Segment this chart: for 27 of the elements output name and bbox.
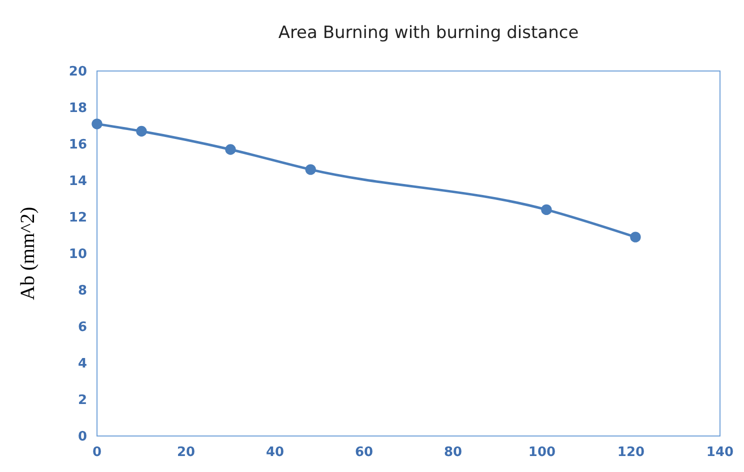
y-axis-title: Ab (mm^2) [17, 206, 39, 300]
x-tick-label: 0 [92, 445, 102, 460]
y-tick-label: 14 [68, 174, 87, 190]
y-tick-label: 8 [78, 284, 87, 299]
point [630, 232, 641, 242]
y-tick-label: 6 [78, 320, 87, 336]
y-tick-label: 16 [68, 138, 87, 153]
x-tick-label: 140 [706, 445, 734, 460]
point [136, 126, 147, 137]
y-tick-label: 20 [68, 64, 87, 80]
x-tick-label: 20 [176, 445, 196, 460]
point [541, 204, 552, 216]
point [92, 118, 102, 130]
x-tick-label: 100 [528, 445, 556, 460]
x-tick-label: 60 [354, 445, 374, 460]
chart-title: Area Burning with burning distance [278, 23, 579, 43]
x-tick-label: 40 [266, 445, 284, 460]
x-tick-label: 120 [617, 445, 645, 460]
point [305, 164, 316, 175]
point [225, 144, 236, 155]
y-tick-label: 10 [68, 247, 87, 262]
y-tick-label: 2 [78, 393, 87, 408]
y-tick-label: 18 [68, 101, 87, 116]
y-tick-label: 0 [78, 430, 87, 445]
y-tick-label: 4 [78, 356, 87, 372]
y-tick-label: 12 [68, 210, 87, 226]
x-tick-label: 80 [444, 445, 462, 460]
